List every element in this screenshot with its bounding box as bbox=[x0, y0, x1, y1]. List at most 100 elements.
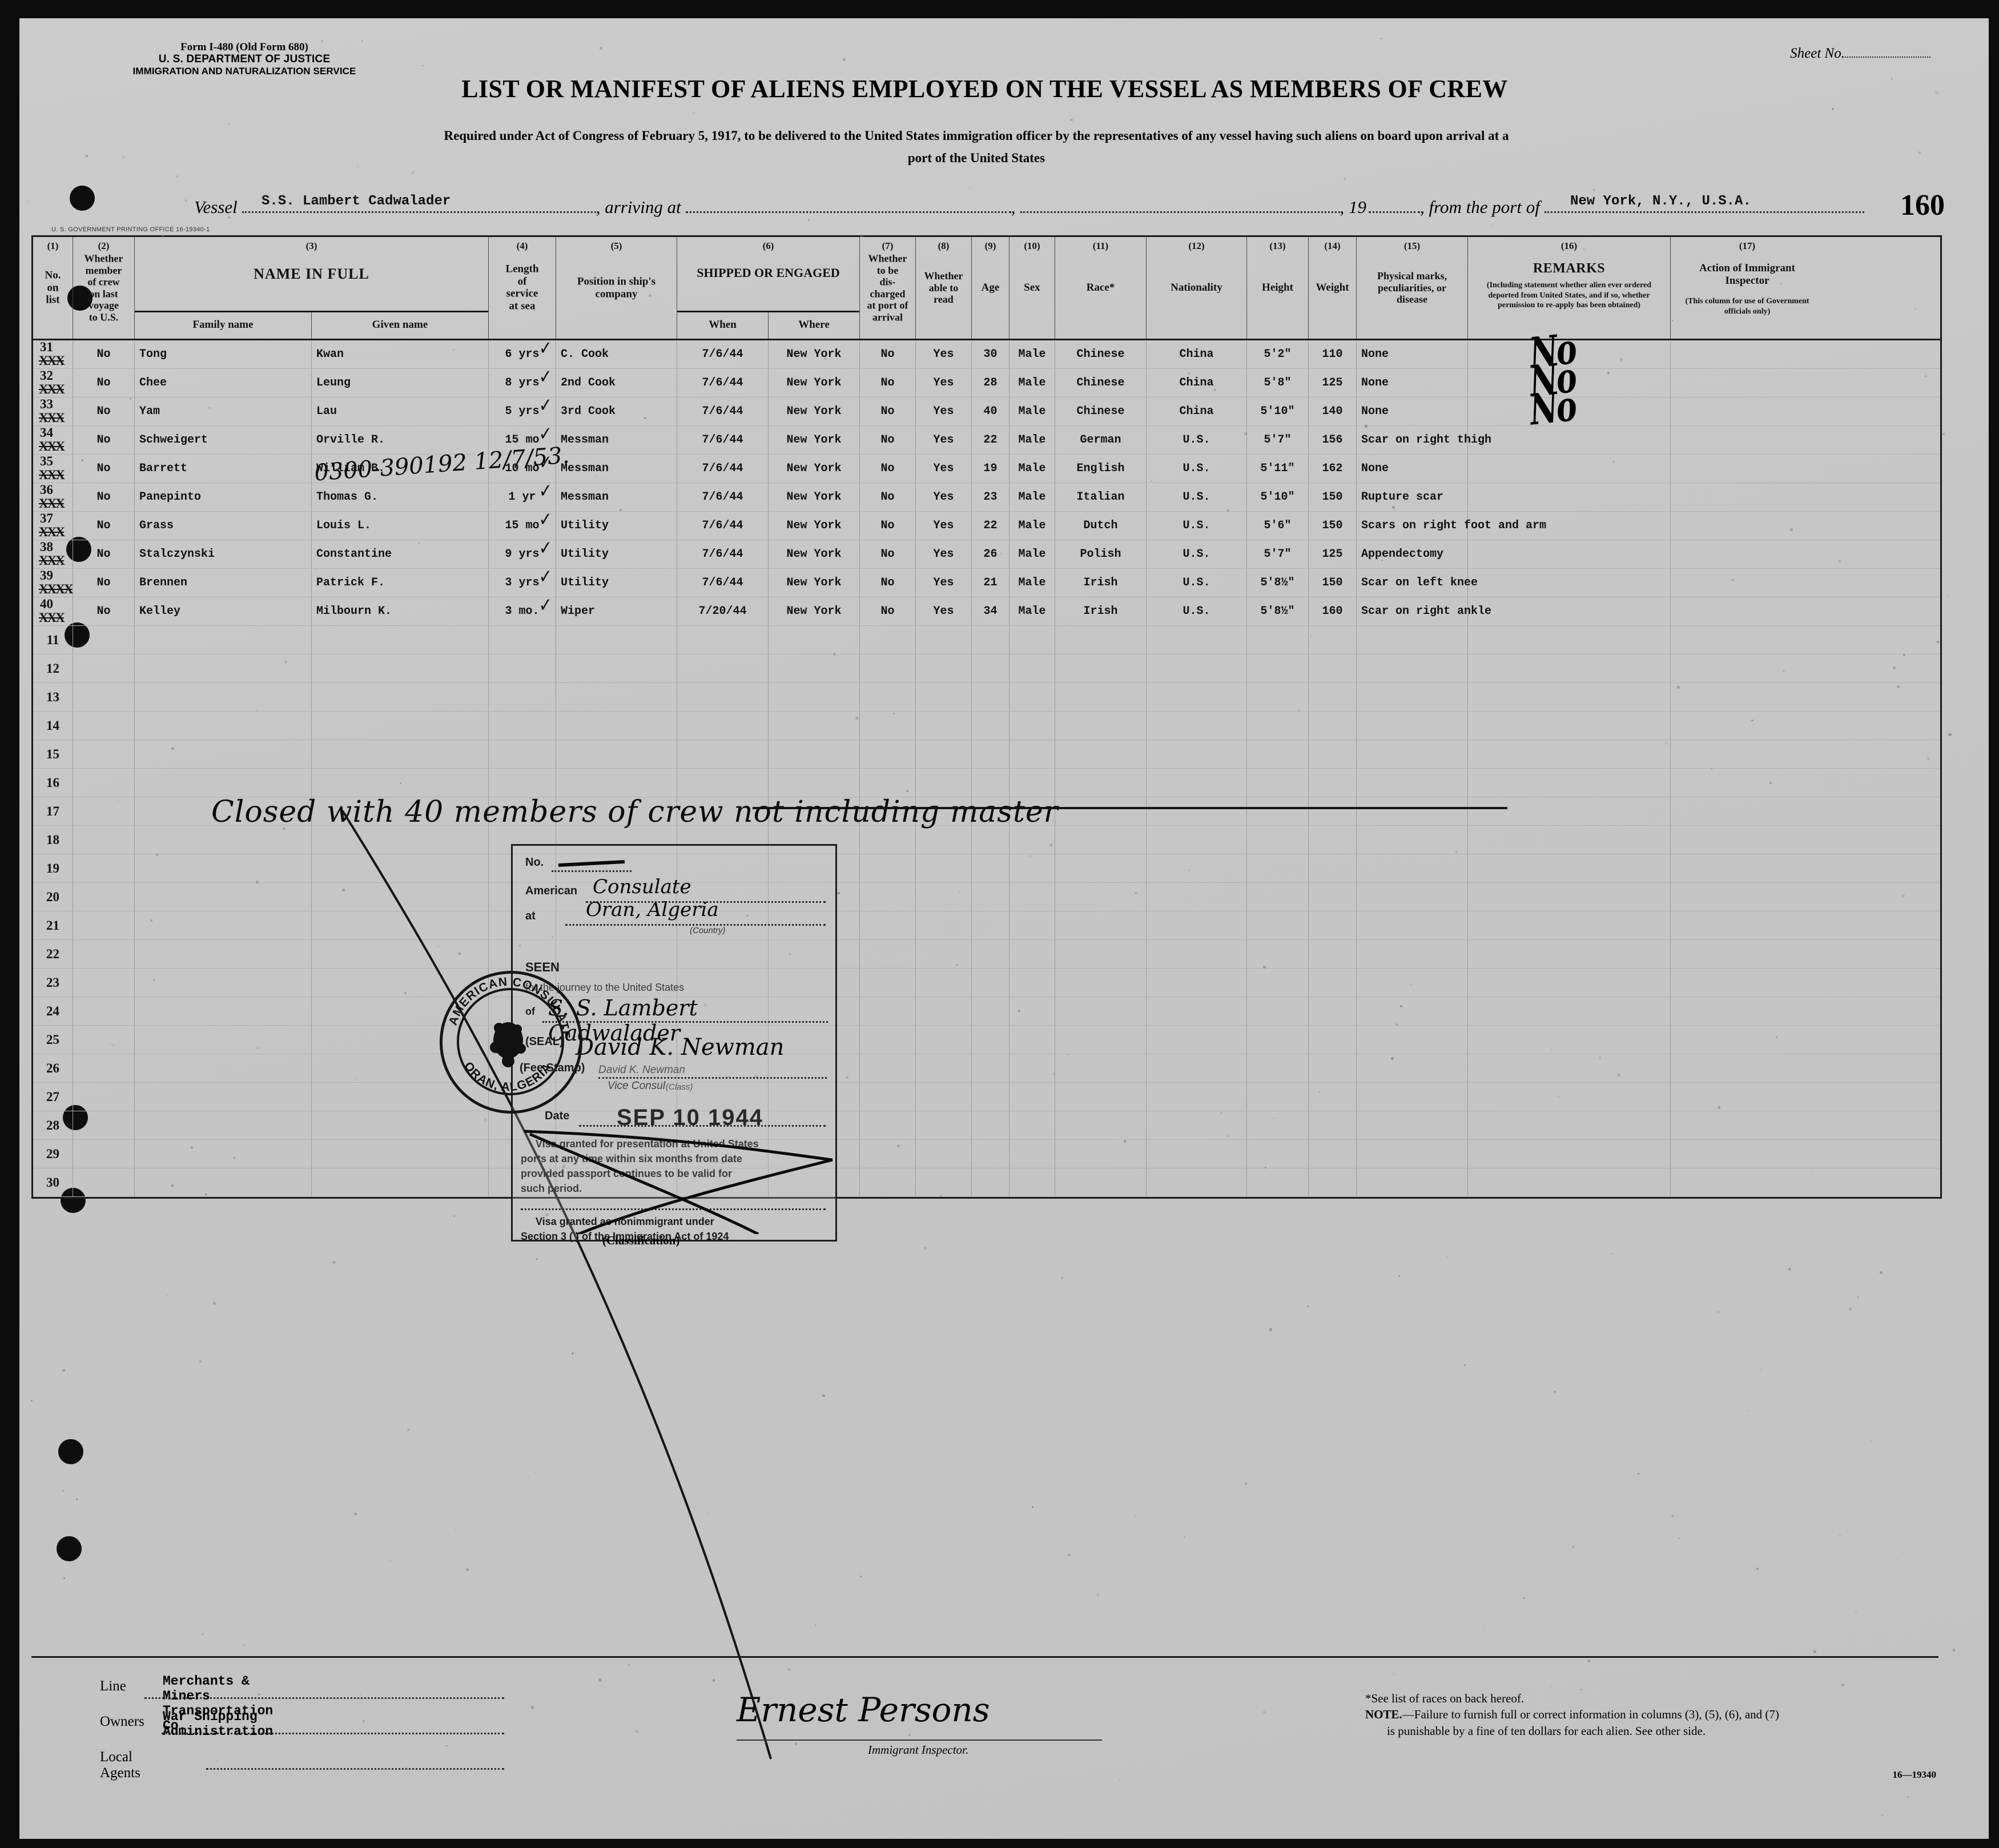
table-cell bbox=[1147, 911, 1247, 939]
table-cell bbox=[1357, 1083, 1468, 1111]
table-row-blank: 13 bbox=[33, 683, 1940, 712]
table-cell bbox=[1009, 883, 1055, 911]
scan-speckle bbox=[228, 123, 230, 124]
cell-age: 26 bbox=[972, 540, 1009, 568]
column-header-age: (9) Age bbox=[972, 237, 1009, 339]
cell-nationality: U.S. bbox=[1147, 426, 1247, 454]
cell-physical-marks: Scar on right thigh bbox=[1357, 426, 1468, 454]
table-cell bbox=[1671, 997, 1824, 1025]
cell-physical-marks: Scar on left knee bbox=[1357, 569, 1468, 597]
table-cell bbox=[860, 1168, 916, 1196]
port-value: New York, N.Y., U.S.A. bbox=[1570, 194, 1751, 209]
cell-height: 5'8" bbox=[1247, 369, 1309, 397]
row-number-cell: 30 bbox=[33, 1168, 73, 1196]
cell-physical-marks: Scars on right foot and arm bbox=[1357, 512, 1468, 540]
scan-speckle bbox=[755, 1075, 758, 1078]
scan-speckle bbox=[1677, 686, 1680, 689]
table-cell bbox=[972, 911, 1009, 939]
scan-speckle bbox=[908, 1734, 911, 1736]
cell-race: Chinese bbox=[1055, 340, 1147, 368]
table-cell bbox=[312, 712, 489, 740]
table-cell bbox=[1309, 1140, 1357, 1168]
table-cell bbox=[860, 826, 916, 854]
cell-family-name: Yam bbox=[135, 397, 312, 425]
table-cell bbox=[1468, 797, 1671, 825]
column-header-inspector-action: (17) Action of Immigrant Inspector (This… bbox=[1671, 237, 1824, 339]
cell-given-name: Milbourn K. bbox=[312, 597, 489, 625]
table-cell bbox=[1247, 683, 1309, 711]
cell-family-name: Stalczynski bbox=[135, 540, 312, 568]
table-row: 36 XXX No Panepinto Thomas G. 1 yr ✓ Messman 7/6… bbox=[33, 483, 1940, 512]
scan-speckle bbox=[1813, 1650, 1816, 1653]
scan-speckle bbox=[171, 1184, 173, 1186]
footer-divider bbox=[31, 1656, 1938, 1658]
stamp-at-label: at bbox=[525, 910, 536, 923]
cell-shipped-where: New York bbox=[769, 597, 860, 625]
consular-seal: AMERICAN CONSULATE ORAN, ALGERIA bbox=[440, 971, 582, 1114]
scan-speckle bbox=[404, 992, 407, 995]
cell-remarks bbox=[1468, 569, 1671, 597]
stamp-signature: David K. Newman bbox=[576, 1034, 784, 1060]
cell-weight: 156 bbox=[1309, 426, 1357, 454]
table-cell bbox=[1357, 769, 1468, 797]
cell-sex: Male bbox=[1009, 369, 1055, 397]
cell-age: 28 bbox=[972, 369, 1009, 397]
table-cell bbox=[1147, 1140, 1247, 1168]
scan-speckle bbox=[1572, 1546, 1574, 1548]
table-row-blank: 23 bbox=[33, 969, 1940, 997]
cell-length-of-service: 3 mo. ✓ bbox=[489, 597, 556, 625]
cell-shipped-where: New York bbox=[769, 455, 860, 483]
scan-speckle bbox=[256, 881, 259, 883]
cell-shipped-where: New York bbox=[769, 512, 860, 540]
scan-speckle bbox=[363, 1720, 365, 1722]
table-cell bbox=[860, 626, 916, 654]
table-cell bbox=[916, 969, 972, 997]
table-cell bbox=[489, 769, 556, 797]
inspector-caption: Immigrant Inspector. bbox=[868, 1743, 968, 1757]
table-cell bbox=[1671, 1026, 1824, 1054]
table-cell bbox=[916, 883, 972, 911]
scan-speckle bbox=[824, 357, 826, 360]
table-cell bbox=[1357, 1111, 1468, 1139]
scan-speckle bbox=[1618, 1074, 1620, 1076]
cell-discharged: No bbox=[860, 455, 916, 483]
cell-family-name: Grass bbox=[135, 512, 312, 540]
check-mark-icon: ✓ bbox=[538, 594, 552, 617]
cell-sex: Male bbox=[1009, 340, 1055, 368]
table-cell bbox=[972, 1026, 1009, 1054]
table-cell bbox=[556, 683, 677, 711]
inspector-signature-line bbox=[737, 1739, 1102, 1741]
crew-manifest-table: (1) No. on list (2) Whether member of cr… bbox=[31, 235, 1942, 1199]
table-cell bbox=[916, 740, 972, 768]
table-cell bbox=[1357, 654, 1468, 682]
cell-sex: Male bbox=[1009, 512, 1055, 540]
table-cell bbox=[1055, 883, 1147, 911]
row-number: 34 bbox=[40, 425, 53, 440]
scan-speckle bbox=[1939, 1039, 1941, 1042]
table-cell bbox=[73, 1111, 135, 1139]
cell-length-of-service: 1 yr ✓ bbox=[489, 483, 556, 511]
cell-race: Irish bbox=[1055, 597, 1147, 625]
table-cell bbox=[916, 1083, 972, 1111]
row-number: 31 bbox=[40, 340, 53, 355]
form-identification: Form I-480 (Old Form 680) U. S. DEPARTME… bbox=[124, 41, 364, 77]
cell-remarks bbox=[1468, 455, 1671, 483]
table-cell bbox=[312, 626, 489, 654]
table-cell bbox=[1009, 740, 1055, 768]
scan-speckle bbox=[1620, 358, 1623, 361]
scan-speckle bbox=[545, 1214, 548, 1216]
table-cell bbox=[1147, 712, 1247, 740]
column-header-crew-last-voyage: (2) Whether member of crew on last voyag… bbox=[73, 237, 135, 339]
cell-age: 21 bbox=[972, 569, 1009, 597]
table-cell bbox=[312, 883, 489, 911]
table-row-blank: 18 bbox=[33, 826, 1940, 854]
table-cell bbox=[916, 1026, 972, 1054]
scan-speckle bbox=[257, 1047, 259, 1049]
table-cell bbox=[1468, 826, 1671, 854]
stamp-signer-printed: David K. Newman bbox=[598, 1064, 685, 1076]
cell-able-to-read: Yes bbox=[916, 340, 972, 368]
table-row-blank: 21 bbox=[33, 911, 1940, 940]
table-cell bbox=[73, 1083, 135, 1111]
scan-speckle bbox=[1260, 467, 1262, 470]
scan-speckle bbox=[191, 1146, 193, 1148]
